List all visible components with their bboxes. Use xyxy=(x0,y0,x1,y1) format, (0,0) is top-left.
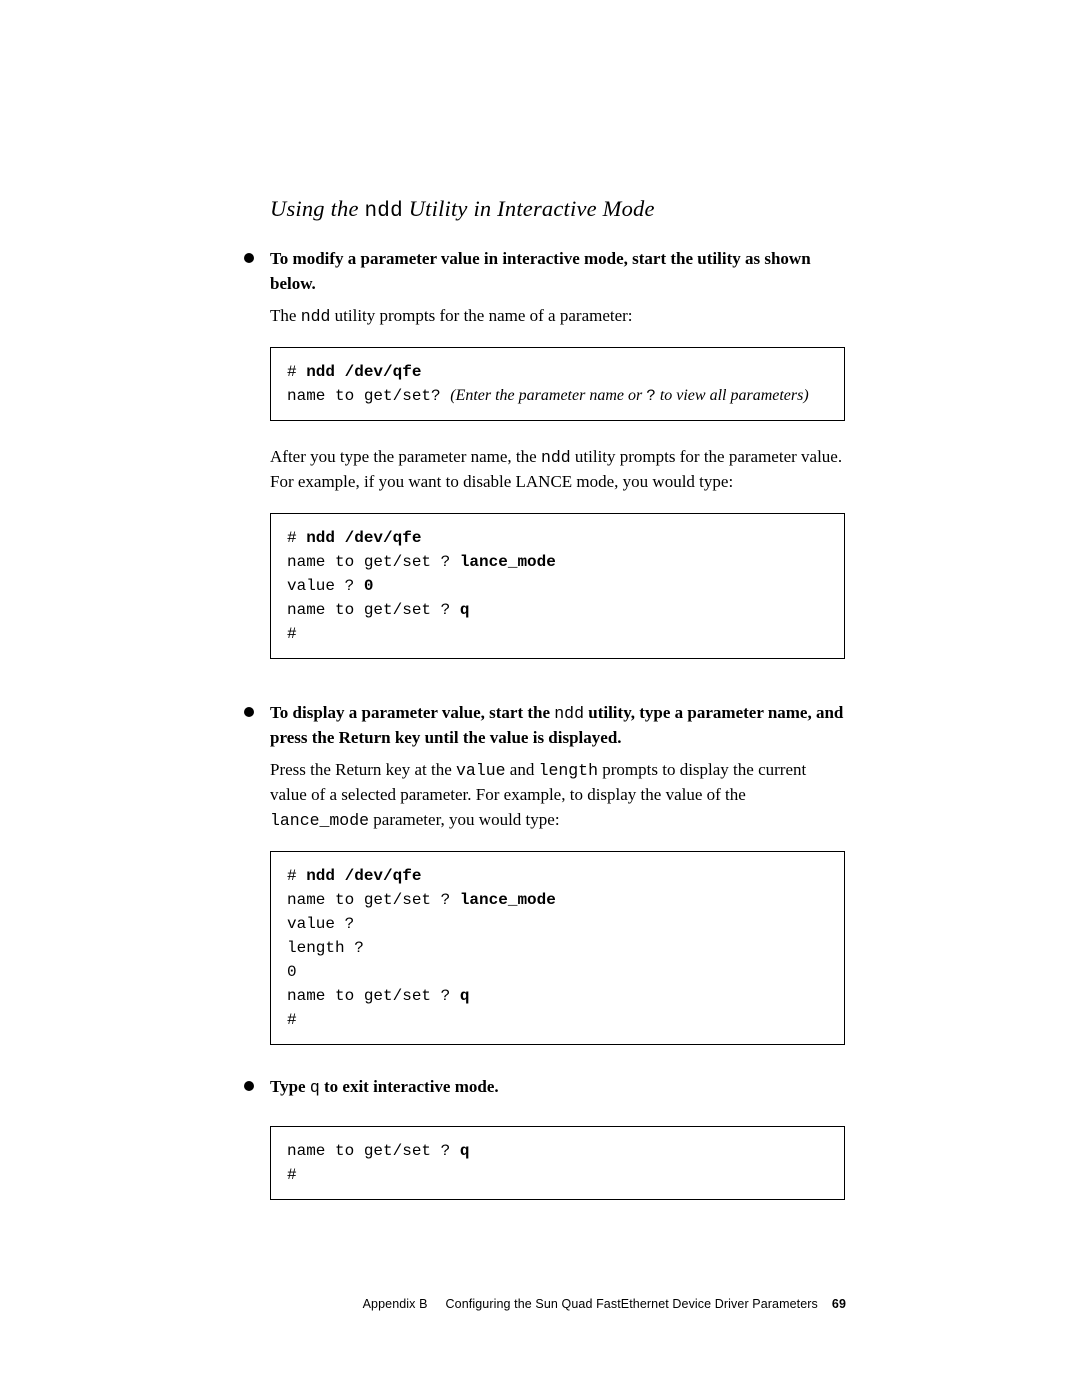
bullet-icon xyxy=(244,1081,254,1091)
c2-l1c: ndd /dev/qfe xyxy=(306,529,421,547)
c3-l1c: ndd /dev/qfe xyxy=(306,867,421,885)
code1-l2-italic-pre: (Enter the parameter name or xyxy=(450,387,646,404)
heading-pre: Using the xyxy=(270,196,365,221)
c3-l5t: 0 xyxy=(287,963,297,981)
item3-lead-mono: q xyxy=(310,1078,320,1097)
code1-l1-prefix: # xyxy=(287,363,306,381)
footer-title: Configuring the Sun Quad FastEthernet De… xyxy=(446,1297,818,1311)
c3-l1p: # xyxy=(287,867,306,885)
page-footer: Appendix B Configuring the Sun Quad FastE… xyxy=(0,1297,1080,1311)
c2-l2b: lance_mode xyxy=(460,553,556,571)
page: Using the ndd Utility in Interactive Mod… xyxy=(0,0,1080,1397)
bullet-icon xyxy=(244,253,254,263)
section-heading: Using the ndd Utility in Interactive Mod… xyxy=(270,196,845,223)
c2-l4b: q xyxy=(460,601,470,619)
code1-l1-cmd: ndd /dev/qfe xyxy=(306,363,421,381)
heading-mono: ndd xyxy=(365,200,403,223)
c4-l1b: q xyxy=(460,1142,470,1160)
c3-l6t: name to get/set ? xyxy=(287,987,460,1005)
after1-body: After you type the parameter name, the n… xyxy=(270,445,845,495)
c3-l2b: lance_mode xyxy=(460,891,556,909)
i2b-post: parameter, you would type: xyxy=(369,810,560,829)
item3-lead-post: to exit interactive mode. xyxy=(320,1077,499,1096)
item2-lead: To display a parameter value, start the … xyxy=(270,701,845,751)
code-block-4: name to get/set ? q # xyxy=(270,1126,845,1200)
code-block-3: # ndd /dev/qfe name to get/set ? lance_m… xyxy=(270,851,845,1045)
item3-lead: Type q to exit interactive mode. xyxy=(270,1075,845,1100)
item2-lead-pre: To display a parameter value, start the xyxy=(270,703,554,722)
content-column: Using the ndd Utility in Interactive Mod… xyxy=(270,196,845,1200)
c2-l4t: name to get/set ? xyxy=(287,601,460,619)
bullet-item-2: To display a parameter value, start the … xyxy=(270,701,845,751)
c2-l5t: # xyxy=(287,625,297,643)
after1-pre: After you type the parameter name, the xyxy=(270,447,541,466)
c3-l2t: name to get/set ? xyxy=(287,891,460,909)
code1-l2-monoq: ? xyxy=(646,387,656,405)
item1-body-mono: ndd xyxy=(301,307,331,326)
c2-l1p: # xyxy=(287,529,306,547)
item1-body-pre: The xyxy=(270,306,301,325)
c2-l2t: name to get/set ? xyxy=(287,553,460,571)
item1-lead: To modify a parameter value in interacti… xyxy=(270,247,845,296)
code1-l2-text: name to get/set? xyxy=(287,387,450,405)
code1-l2-italic-post: to view all parameters) xyxy=(656,387,809,404)
i2b-pre: Press the Return key at the xyxy=(270,760,456,779)
bullet-item-3: Type q to exit interactive mode. xyxy=(270,1075,845,1100)
i2b-m2: length xyxy=(539,761,598,780)
code-block-2: # ndd /dev/qfe name to get/set ? lance_m… xyxy=(270,513,845,659)
c4-l2t: # xyxy=(287,1166,297,1184)
c2-l3b: 0 xyxy=(364,577,374,595)
item2-body: Press the Return key at the value and le… xyxy=(270,758,845,832)
item3-lead-pre: Type xyxy=(270,1077,310,1096)
i2b-mid1: and xyxy=(506,760,539,779)
footer-page-number: 69 xyxy=(832,1297,846,1311)
c3-l4t: length ? xyxy=(287,939,364,957)
c3-l3t: value ? xyxy=(287,915,354,933)
c3-l7t: # xyxy=(287,1011,297,1029)
c4-l1t: name to get/set ? xyxy=(287,1142,460,1160)
c2-l3t: value ? xyxy=(287,577,364,595)
code-block-1: # ndd /dev/qfe name to get/set? (Enter t… xyxy=(270,347,845,421)
i2b-m3: lance_mode xyxy=(270,811,369,830)
c3-l6b: q xyxy=(460,987,470,1005)
heading-post: Utility in Interactive Mode xyxy=(403,196,655,221)
item1-body: The ndd utility prompts for the name of … xyxy=(270,304,845,329)
footer-appendix: Appendix B xyxy=(363,1297,428,1311)
item1-body-post: utility prompts for the name of a parame… xyxy=(330,306,632,325)
i2b-m1: value xyxy=(456,761,506,780)
bullet-item-1: To modify a parameter value in interacti… xyxy=(270,247,845,296)
after1-mono: ndd xyxy=(541,448,571,467)
bullet-icon xyxy=(244,707,254,717)
item2-lead-mono: ndd xyxy=(554,704,584,723)
